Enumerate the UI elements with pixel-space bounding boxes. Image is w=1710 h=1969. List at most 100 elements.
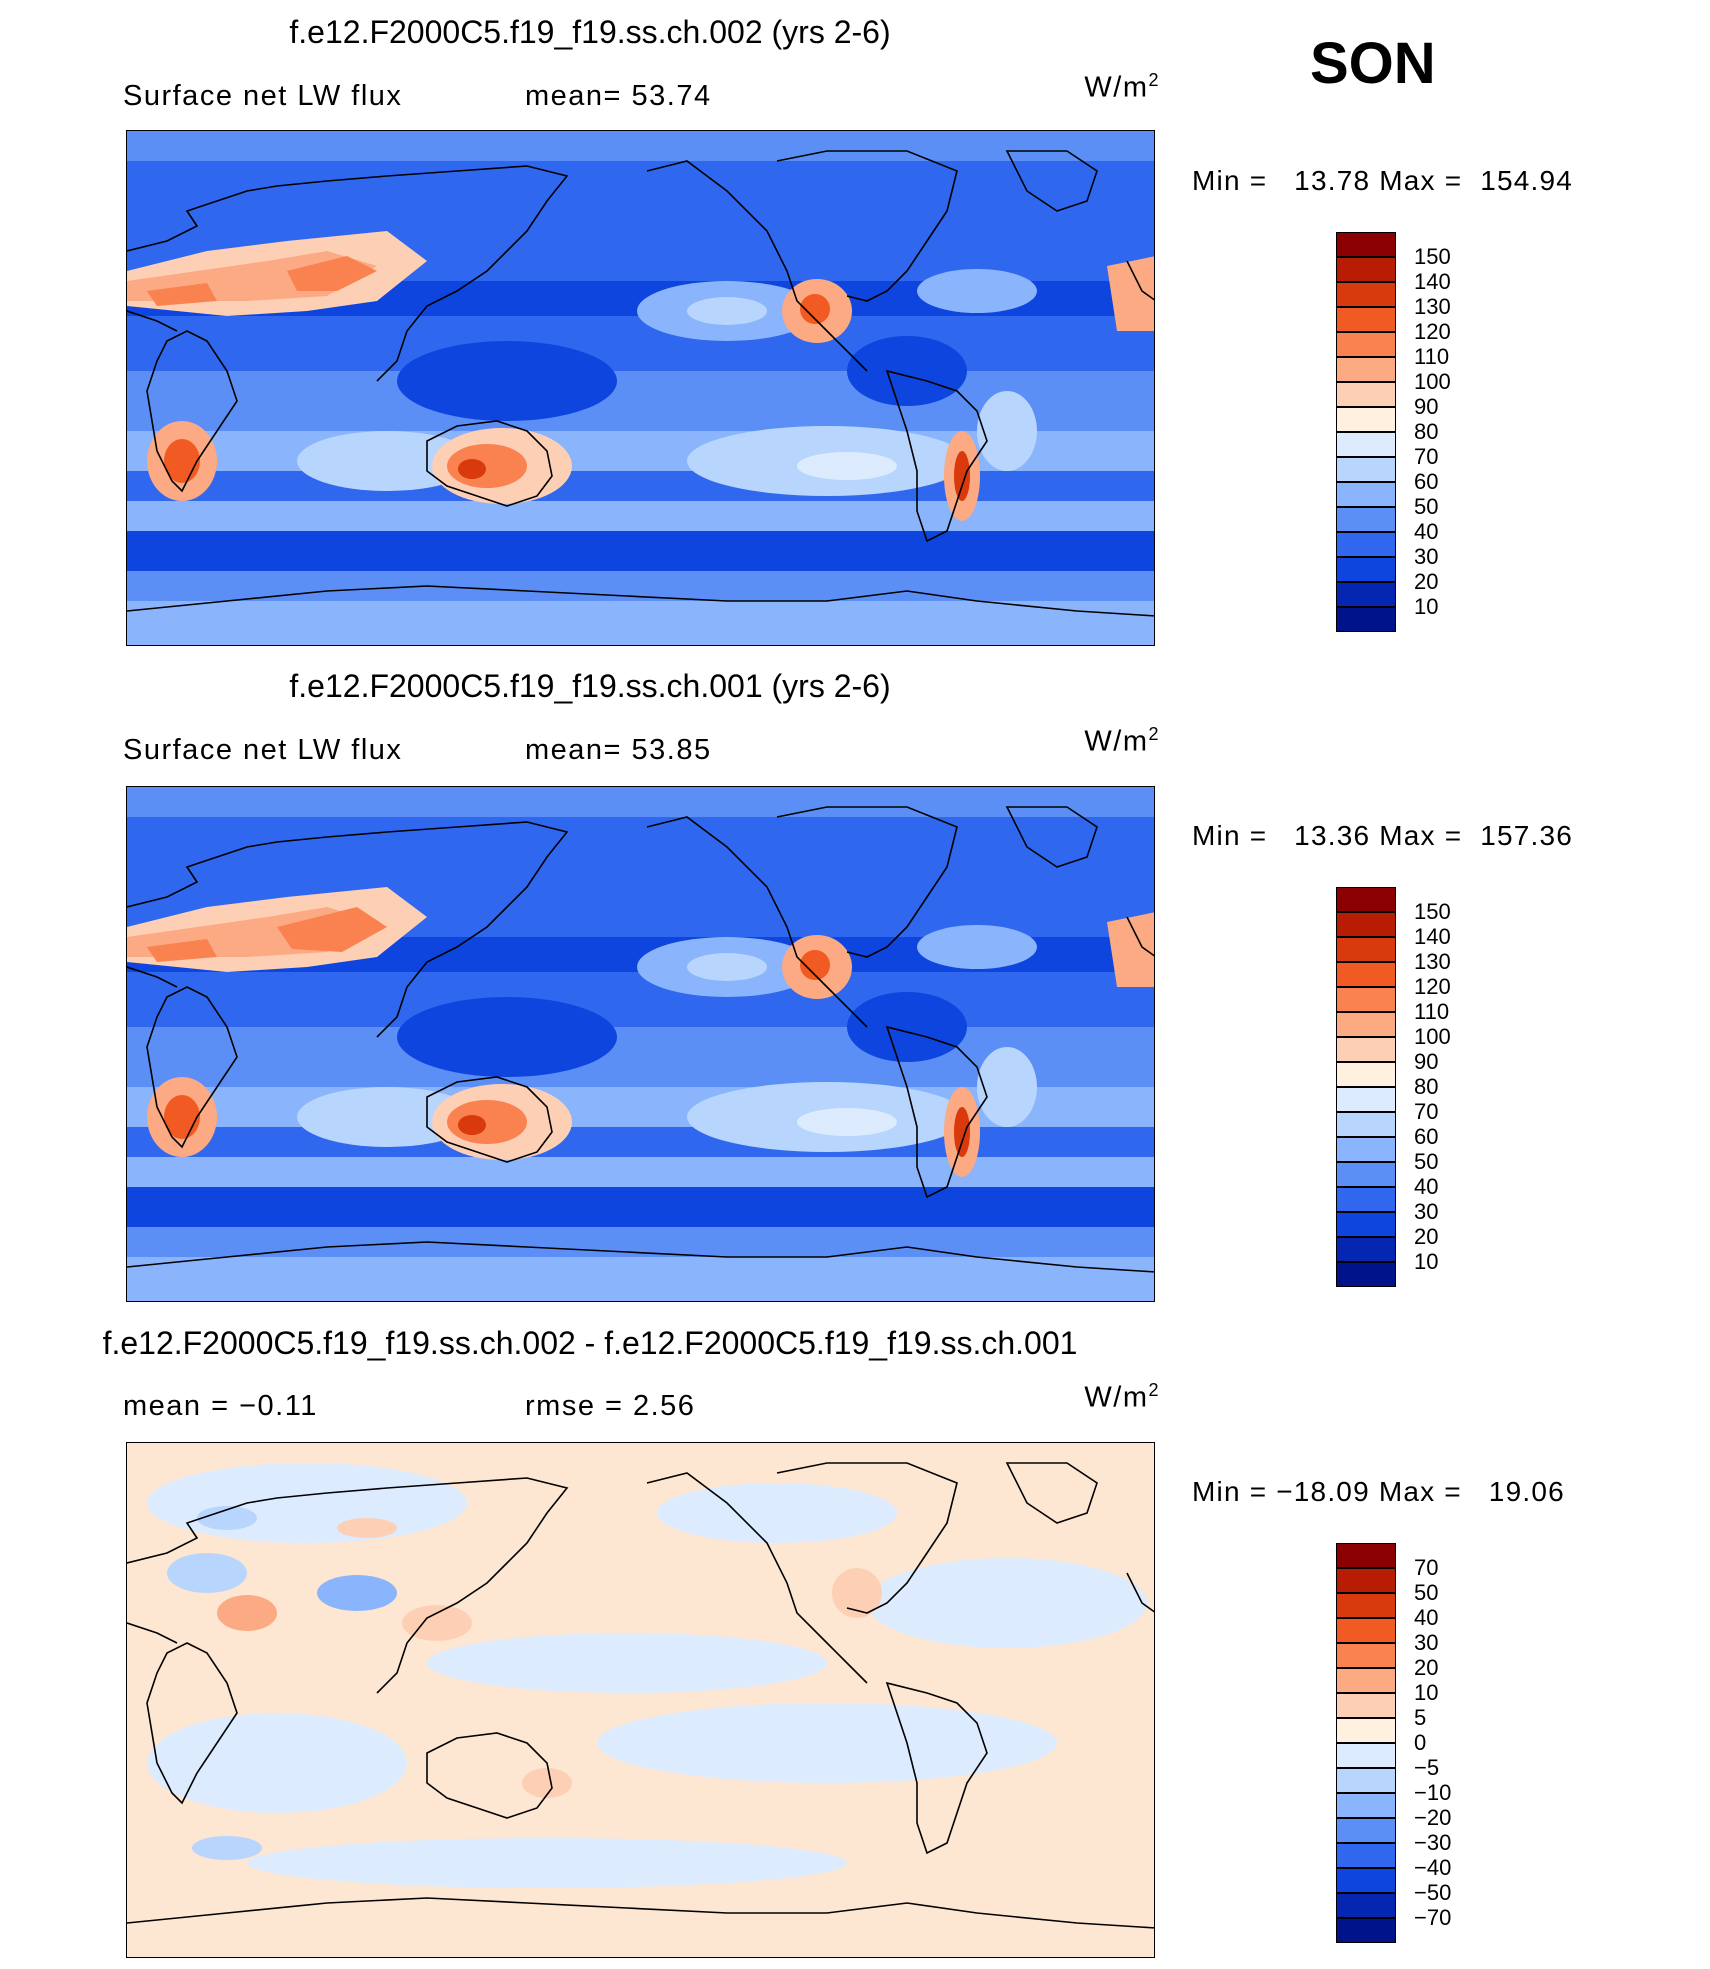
colorbar-label: −40	[1414, 1855, 1452, 1880]
colorbar-label: 30	[1414, 544, 1439, 569]
colorbar-label: −30	[1414, 1830, 1452, 1855]
colorbar-label: 120	[1414, 974, 1451, 999]
colorbar-swatch	[1336, 887, 1396, 912]
panel-3-units: W/m2	[1084, 1380, 1160, 1414]
colorbar-label: −70	[1414, 1905, 1452, 1930]
colorbar-label: 20	[1414, 1655, 1439, 1680]
colorbar-swatch	[1336, 357, 1396, 382]
colorbar-swatch	[1336, 1012, 1396, 1037]
colorbar-label: 0	[1414, 1730, 1427, 1755]
colorbar-swatch	[1336, 557, 1396, 582]
panel-3-colorbar: 70 50 40 30 20 10 5 0 −5 −10 −20 −30 −40…	[1336, 1543, 1451, 1948]
colorbar-swatch	[1336, 1212, 1396, 1237]
colorbar-swatch	[1336, 482, 1396, 507]
colorbar-label: 10	[1414, 1249, 1439, 1274]
colorbar-swatch	[1336, 1843, 1396, 1868]
panel-2-min-max: Min = 13.36 Max = 157.36	[1192, 820, 1574, 851]
colorbar-swatch	[1336, 1768, 1396, 1793]
colorbar-swatch	[1336, 962, 1396, 987]
panel-2-colorbar: 150 140 130 120 110 100 90 80 70 60 50 4…	[1336, 887, 1451, 1292]
colorbar-label: 130	[1414, 949, 1451, 974]
colorbar-swatch	[1336, 1112, 1396, 1137]
colorbar-swatch	[1336, 937, 1396, 962]
colorbar-label: 110	[1414, 344, 1450, 369]
colorbar-label: 20	[1414, 569, 1439, 594]
colorbar-label: 140	[1414, 269, 1451, 294]
colorbar-swatch	[1336, 1062, 1396, 1087]
colorbar-label: 10	[1414, 1680, 1439, 1705]
colorbar-label: 10	[1414, 594, 1439, 619]
colorbar-label: 40	[1414, 519, 1439, 544]
colorbar-label: 40	[1414, 1605, 1439, 1630]
colorbar-swatch	[1336, 1237, 1396, 1262]
colorbar-label: 50	[1414, 1149, 1439, 1174]
panel-2-title: f.e12.F2000C5.f19_f19.ss.ch.001 (yrs 2-6…	[289, 668, 891, 704]
colorbar-label: 100	[1414, 1024, 1451, 1049]
colorbar-swatch	[1336, 257, 1396, 282]
panel-3-map	[126, 1442, 1155, 1958]
colorbar-label: 110	[1414, 999, 1450, 1024]
colorbar-label: 30	[1414, 1199, 1439, 1224]
colorbar-swatch	[1336, 1668, 1396, 1693]
panel-1-map	[126, 130, 1155, 646]
colorbar-label: 120	[1414, 319, 1451, 344]
colorbar-swatch	[1336, 1818, 1396, 1843]
colorbar-swatch	[1336, 1618, 1396, 1643]
panel-1-variable-label: Surface net LW flux	[123, 80, 403, 112]
panel-3-title: f.e12.F2000C5.f19_f19.ss.ch.002 - f.e12.…	[102, 1325, 1078, 1361]
colorbar-swatch	[1336, 912, 1396, 937]
colorbar-swatch	[1336, 1743, 1396, 1768]
colorbar-swatch	[1336, 1593, 1396, 1618]
panel-2-mean-label: mean= 53.85	[525, 734, 712, 766]
panel-2-variable-label: Surface net LW flux	[123, 734, 403, 766]
colorbar-label: 100	[1414, 369, 1451, 394]
panel-1-title: f.e12.F2000C5.f19_f19.ss.ch.002 (yrs 2-6…	[289, 14, 891, 50]
colorbar-label: −10	[1414, 1780, 1452, 1805]
colorbar-swatch	[1336, 1718, 1396, 1743]
colorbar-label: 150	[1414, 899, 1451, 924]
colorbar-label: 90	[1414, 1049, 1439, 1074]
season-label: SON	[1310, 31, 1436, 96]
panel-3-mean-label: mean = −0.11	[123, 1390, 318, 1422]
colorbar-swatch	[1336, 1162, 1396, 1187]
colorbar-label: 70	[1414, 444, 1439, 469]
colorbar-swatch	[1336, 407, 1396, 432]
colorbar-label: 60	[1414, 1124, 1439, 1149]
colorbar-swatch	[1336, 1568, 1396, 1593]
colorbar-label: 70	[1414, 1555, 1439, 1580]
colorbar-swatch	[1336, 1643, 1396, 1668]
panel-3-min-max: Min = −18.09 Max = 19.06	[1192, 1476, 1565, 1507]
colorbar-label: 140	[1414, 924, 1451, 949]
colorbar-swatch	[1336, 532, 1396, 557]
colorbar-label: 50	[1414, 1580, 1439, 1605]
colorbar-swatch	[1336, 582, 1396, 607]
colorbar-swatch	[1336, 1037, 1396, 1062]
colorbar-swatch	[1336, 382, 1396, 407]
colorbar-label: 80	[1414, 419, 1439, 444]
colorbar-label: 70	[1414, 1099, 1439, 1124]
colorbar-label: 5	[1414, 1705, 1427, 1730]
colorbar-label: 40	[1414, 1174, 1439, 1199]
panel-1-min-max: Min = 13.78 Max = 154.94	[1192, 165, 1574, 196]
colorbar-swatch	[1336, 987, 1396, 1012]
panel-2-map	[126, 786, 1155, 1302]
colorbar-label: 90	[1414, 394, 1439, 419]
panel-1-units: W/m2	[1084, 70, 1160, 104]
colorbar-swatch	[1336, 1543, 1396, 1568]
colorbar-label: 130	[1414, 294, 1451, 319]
colorbar-swatch	[1336, 1087, 1396, 1112]
colorbar-swatch	[1336, 1262, 1396, 1287]
colorbar-swatch	[1336, 1137, 1396, 1162]
colorbar-swatch	[1336, 432, 1396, 457]
colorbar-swatch	[1336, 1893, 1396, 1918]
colorbar-swatch	[1336, 1187, 1396, 1212]
colorbar-label: −5	[1414, 1755, 1440, 1780]
colorbar-swatch	[1336, 232, 1396, 257]
colorbar-swatch	[1336, 307, 1396, 332]
panel-1-mean-label: mean= 53.74	[525, 80, 712, 112]
panel-1-colorbar: 150 140 130 120 110 100 90 80 70 60 50 4…	[1336, 232, 1451, 637]
colorbar-swatch	[1336, 457, 1396, 482]
colorbar-label: 20	[1414, 1224, 1439, 1249]
colorbar-swatch	[1336, 332, 1396, 357]
colorbar-swatch	[1336, 282, 1396, 307]
